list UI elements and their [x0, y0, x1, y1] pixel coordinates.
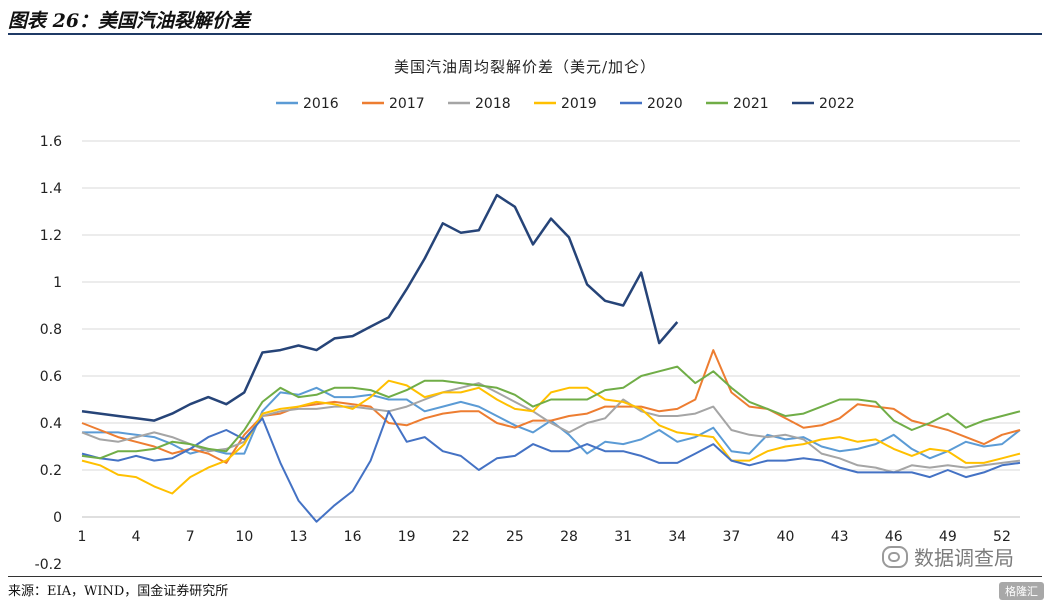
source-rule [8, 576, 1042, 577]
x-tick-label: 46 [885, 529, 903, 545]
series-lines [81, 193, 1021, 523]
x-tick-label: 7 [186, 529, 195, 545]
series-line-2021 [81, 365, 1021, 460]
y-tick-label: 0.2 [40, 463, 62, 479]
y-tick-label: 1.2 [40, 228, 62, 244]
y-tick-label: 1.4 [40, 181, 62, 197]
y-tick-label: 0.6 [40, 369, 62, 385]
series-line-2018 [81, 382, 1021, 474]
x-tick-label: 10 [235, 529, 253, 545]
y-tick-label: -0.2 [35, 557, 62, 573]
series-line-2019 [81, 379, 1021, 495]
legend-item-2021: 2021 [706, 96, 769, 112]
legend-label: 2019 [561, 96, 597, 112]
legend-item-2020: 2020 [620, 96, 683, 112]
x-tick-label: 43 [831, 529, 849, 545]
y-tick-label: 0.4 [40, 416, 62, 432]
legend-item-2022: 2022 [792, 96, 855, 112]
badge: 格隆汇 [999, 582, 1044, 600]
legend-label: 2018 [475, 96, 511, 112]
watermark-text: 数据调查局 [914, 546, 1014, 570]
x-tick-label: 22 [452, 529, 470, 545]
wechat-icon [882, 545, 908, 568]
x-tick-label: 52 [993, 529, 1011, 545]
x-tick-label: 16 [344, 529, 362, 545]
legend-label: 2022 [819, 96, 855, 112]
legend-item-2016: 2016 [276, 96, 339, 112]
legend-label: 2017 [389, 96, 425, 112]
figure-title: 图表 26：美国汽油裂解价差 [8, 10, 251, 32]
legend: 2016 2017 2018 2019 2020 2021 2022 [276, 96, 855, 112]
x-tick-label: 28 [560, 529, 578, 545]
legend-label: 2020 [647, 96, 683, 112]
x-tick-label: 25 [506, 529, 524, 545]
watermark: 数据调查局 [882, 542, 1014, 571]
legend-item-2018: 2018 [448, 96, 511, 112]
series-line-2020 [81, 410, 1021, 523]
x-tick-label: 37 [722, 529, 740, 545]
x-tick-label: 34 [668, 529, 686, 545]
y-tick-label: 0 [53, 510, 62, 526]
x-tick-label: 13 [290, 529, 308, 545]
y-tick-label: 1 [53, 275, 62, 291]
legend-label: 2016 [303, 96, 339, 112]
y-tick-label: 1.6 [40, 134, 62, 150]
legend-label: 2021 [733, 96, 769, 112]
legend-item-2017: 2017 [362, 96, 425, 112]
series-line-2022 [81, 193, 679, 422]
grid-lines [82, 140, 1020, 518]
y-tick-label: 0.8 [40, 322, 62, 338]
legend-item-2019: 2019 [534, 96, 597, 112]
chart-title: 美国汽油周均裂解价差（美元/加仑） [393, 58, 657, 76]
x-tick-label: 49 [939, 529, 957, 545]
title-rule [8, 33, 1042, 35]
x-tick-label: 1 [78, 529, 87, 545]
x-tick-label: 4 [132, 529, 141, 545]
x-tick-label: 40 [777, 529, 795, 545]
x-tick-label: 19 [398, 529, 416, 545]
source-note: 来源：EIA，WIND，国金证券研究所 [8, 584, 229, 599]
axis-labels: -0.2 0 0.2 0.4 0.6 0.8 1 1.2 1.4 1.6 1 4 7 10 13 16 19 22… [35, 134, 1011, 573]
x-tick-label: 31 [614, 529, 632, 545]
